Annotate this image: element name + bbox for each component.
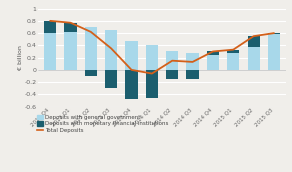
Bar (248, 47, 260, 70)
Bar (207, 51, 219, 55)
Bar (268, 34, 280, 70)
Bar (65, 32, 77, 70)
Bar (126, 70, 138, 99)
Bar (227, 53, 239, 70)
Bar (126, 41, 138, 70)
Legend: Deposits with general government, Deposits with monetary financial institutions,: Deposits with general government, Deposi… (37, 115, 169, 133)
Bar (268, 33, 280, 34)
Bar (85, 27, 97, 70)
Bar (44, 21, 56, 33)
Bar (166, 70, 178, 79)
Bar (187, 53, 199, 70)
Bar (187, 70, 199, 79)
Bar (44, 33, 56, 70)
Bar (65, 23, 77, 32)
Bar (146, 70, 158, 98)
Bar (85, 70, 97, 76)
Bar (166, 51, 178, 70)
Bar (105, 30, 117, 70)
Bar (227, 50, 239, 53)
Y-axis label: € billion: € billion (18, 45, 23, 70)
Bar (207, 55, 219, 70)
Bar (105, 70, 117, 88)
Bar (248, 36, 260, 47)
Bar (146, 45, 158, 70)
